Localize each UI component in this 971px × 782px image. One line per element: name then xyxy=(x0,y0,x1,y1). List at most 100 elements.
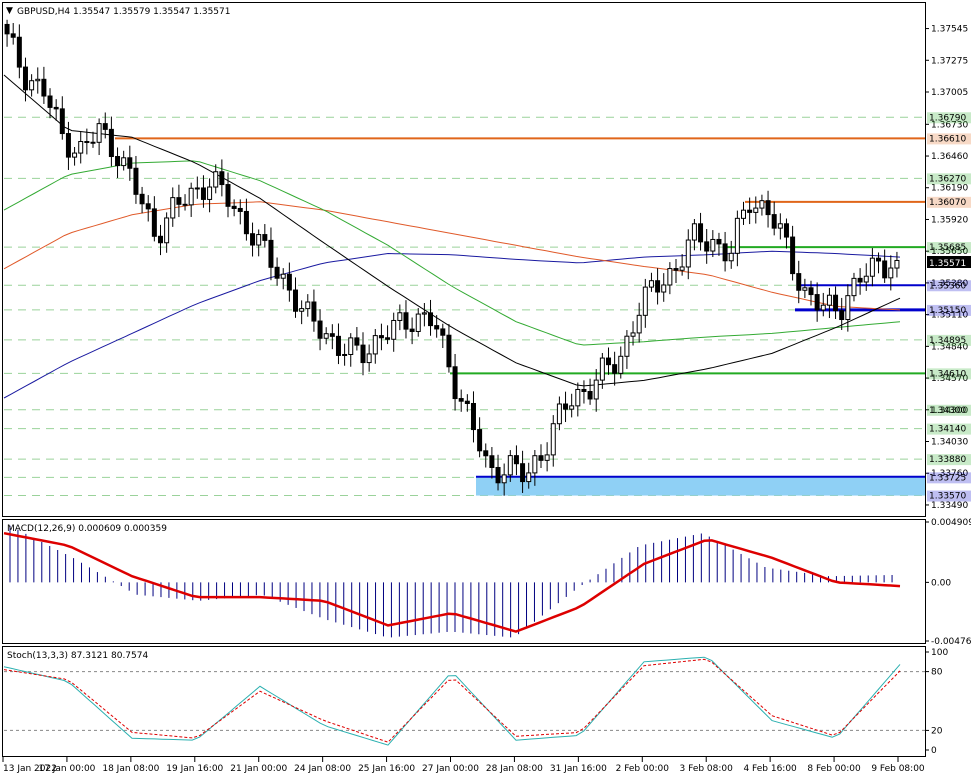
candle-body-58 xyxy=(360,344,366,364)
level-label-6: 1.35150 xyxy=(929,306,966,316)
candle-body-120 xyxy=(741,209,747,219)
x-tick-label-3: 19 Jan 16:00 xyxy=(166,764,223,774)
level-label-4: 1.35685 xyxy=(929,243,966,253)
candle-body-12 xyxy=(78,141,84,154)
level-label-box-1 xyxy=(927,133,971,145)
chart-collapse-arrow[interactable]: ▼ xyxy=(6,6,13,16)
level-label-11: 1.33880 xyxy=(929,455,966,465)
candle-body-26 xyxy=(164,217,170,244)
candle-body-90 xyxy=(556,403,562,425)
candle-body-103 xyxy=(636,314,642,334)
candle-body-69 xyxy=(428,312,434,327)
candle-body-18 xyxy=(115,156,121,167)
candle-body-29 xyxy=(182,203,188,206)
y-tick-label-13: 1.34030 xyxy=(931,438,968,448)
y-tick-label-6: 1.35920 xyxy=(931,215,968,225)
candle-body-50 xyxy=(311,301,317,322)
candle-body-19 xyxy=(121,157,127,167)
level-label-box-9 xyxy=(927,404,971,416)
macd-tick-label-1: 0.00 xyxy=(931,578,951,588)
candle-body-10 xyxy=(65,133,71,158)
x-tick-label-9: 31 Jan 16:00 xyxy=(550,764,607,774)
x-tick-label-4: 21 Jan 00:00 xyxy=(230,764,287,774)
current-price-label: 1.35571 xyxy=(929,259,966,269)
candle-body-49 xyxy=(305,301,311,310)
candle-body-128 xyxy=(790,236,796,275)
y-tick-label-1: 1.37275 xyxy=(931,56,968,66)
candle-body-82 xyxy=(507,455,513,476)
candle-body-13 xyxy=(84,141,90,144)
candle-body-52 xyxy=(323,333,329,339)
candle-body-42 xyxy=(262,234,268,241)
candle-body-23 xyxy=(145,203,151,210)
candle-body-119 xyxy=(734,217,740,254)
candle-body-36 xyxy=(225,184,231,207)
candle-body-2 xyxy=(16,36,22,68)
macd-panel-frame xyxy=(2,519,926,644)
candle-body-31 xyxy=(194,187,200,190)
y-tick-label-15: 1.33490 xyxy=(931,501,968,511)
macd-tick-label-0: 0.004909 xyxy=(931,518,971,528)
candle-body-22 xyxy=(139,193,145,205)
candle-body-131 xyxy=(808,287,814,296)
candle-body-53 xyxy=(329,333,335,337)
candle-body-83 xyxy=(513,455,519,465)
candle-body-134 xyxy=(826,294,832,306)
candle-body-85 xyxy=(526,472,532,483)
candle-body-75 xyxy=(464,400,470,404)
candles xyxy=(4,19,900,496)
candle-body-21 xyxy=(133,167,139,195)
candle-body-139 xyxy=(857,277,863,283)
candle-body-104 xyxy=(642,286,648,316)
candle-body-54 xyxy=(335,335,341,356)
candle-body-78 xyxy=(483,450,489,457)
candle-body-37 xyxy=(231,205,237,209)
candle-body-93 xyxy=(575,388,581,407)
candle-body-57 xyxy=(354,337,360,346)
candle-body-117 xyxy=(722,243,728,262)
level-label-7: 1.34895 xyxy=(929,336,966,346)
candle-body-144 xyxy=(888,267,894,279)
y-tick-label-7: 1.35650 xyxy=(931,247,968,257)
candle-body-41 xyxy=(256,234,262,246)
candle-body-62 xyxy=(385,337,391,340)
x-tick-label-13: 8 Feb 00:00 xyxy=(807,764,861,774)
level-label-box-10 xyxy=(927,423,971,435)
candle-body-107 xyxy=(661,284,667,293)
candle-body-60 xyxy=(372,335,378,355)
ma-black-line xyxy=(3,74,901,387)
axis-ticks: 1.37545 1.37275 1.37005 1.36730 1.36460 1.361… xyxy=(2,25,971,774)
level-label-12: 1.33725 xyxy=(929,473,966,483)
macd-signal-line xyxy=(3,531,901,633)
level-label-box-4 xyxy=(927,242,971,254)
candle-body-76 xyxy=(470,402,476,431)
candle-body-47 xyxy=(293,289,299,312)
candle-body-59 xyxy=(366,353,372,364)
x-tick-label-5: 24 Jan 08:00 xyxy=(294,764,351,774)
macd-tick-label-2: -0.004768 xyxy=(931,637,971,647)
candle-body-45 xyxy=(280,273,286,279)
x-tick-label-10: 2 Feb 00:00 xyxy=(616,764,670,774)
candle-body-116 xyxy=(716,238,722,245)
candle-body-55 xyxy=(342,353,348,356)
candle-body-84 xyxy=(520,463,526,483)
candle-body-129 xyxy=(796,273,802,291)
level-label-8: 1.34610 xyxy=(929,369,966,379)
candle-body-7 xyxy=(47,95,53,108)
candle-body-27 xyxy=(170,197,176,219)
symbol-header: GBPUSD,H4 1.35547 1.35579 1.35547 1.3557… xyxy=(17,7,230,17)
candle-body-110 xyxy=(679,266,685,271)
x-tick-label-6: 25 Jan 16:00 xyxy=(358,764,415,774)
level-label-box-11 xyxy=(927,454,971,466)
candle-body-98 xyxy=(605,357,611,366)
candle-body-70 xyxy=(434,325,440,330)
candle-body-124 xyxy=(765,200,771,216)
x-tick-label-0: 13 Jan 2022 xyxy=(3,764,57,774)
y-tick-label-11: 1.34570 xyxy=(931,374,968,384)
y-tick-label-0: 1.37545 xyxy=(931,25,968,35)
y-tick-label-14: 1.33760 xyxy=(931,469,968,479)
candle-body-33 xyxy=(207,186,213,200)
candle-body-95 xyxy=(587,391,593,400)
x-tick-label-14: 9 Feb 08:00 xyxy=(871,764,925,774)
